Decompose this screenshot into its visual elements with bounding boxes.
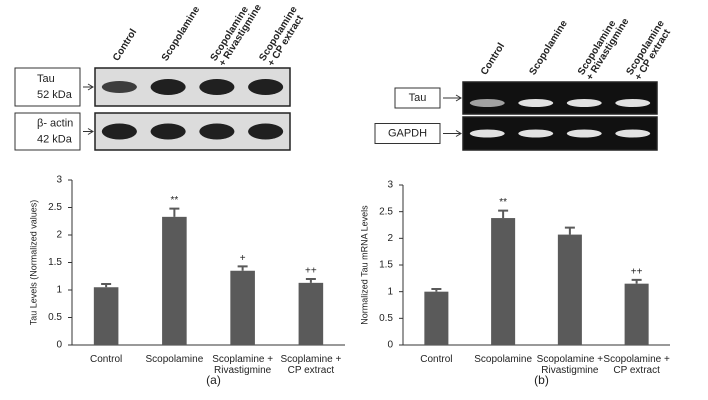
arrow [443, 130, 462, 137]
x-tick-label: Control [420, 354, 452, 365]
bar [93, 287, 119, 345]
y-tick-label: 2 [387, 233, 393, 244]
arrow [83, 83, 94, 91]
band-name: Tau [37, 73, 55, 85]
error-bar [305, 278, 316, 283]
y-tick-label: 0.5 [379, 313, 393, 324]
blot-band [150, 79, 186, 95]
label-box [374, 123, 441, 144]
lane-label: Scopolamine+ Rivastigmine [576, 11, 632, 83]
significance-marker: ++ [305, 266, 317, 277]
bar [230, 270, 255, 345]
blot-band [248, 79, 284, 95]
lane-label: Control [479, 41, 507, 77]
y-tick-label: 2.5 [379, 206, 393, 217]
blot-band [199, 123, 235, 140]
band-name: β- actin [37, 117, 73, 129]
x-tick-label: Control [90, 354, 122, 365]
bar [557, 234, 582, 345]
blot-band [566, 129, 602, 138]
blot-band [518, 129, 554, 138]
band-size: 42 kDa [37, 133, 73, 145]
bar [298, 282, 324, 345]
y-tick-label: 1 [56, 285, 62, 296]
x-tick-label: Scopolamine [145, 354, 203, 365]
lane-label: Scopolamine+ CP extract [257, 4, 308, 68]
significance-marker: ** [499, 197, 507, 208]
label-box [394, 87, 441, 109]
lane-label: Scopolamine [527, 18, 570, 77]
blot-band [615, 129, 651, 138]
y-tick-label: 0 [387, 340, 393, 351]
blot-band [199, 79, 235, 95]
bar [491, 218, 516, 345]
x-tick-label: Scopolamine + Rivastigmine [537, 354, 604, 376]
lane-label: Control [111, 27, 139, 63]
error-bar [498, 209, 509, 219]
blot-band [518, 99, 554, 107]
y-tick-label: 0.5 [48, 312, 62, 323]
blot-band [150, 123, 186, 140]
blot-band [248, 123, 284, 140]
y-axis-label: Normalized Tau mRNA Levels [359, 205, 369, 325]
y-tick-label: 0 [56, 340, 62, 351]
lane-label: Scopolamine+ Rivastigmine [208, 0, 264, 68]
lane-label: Scopolamine+ CP extract [624, 18, 675, 82]
bar [162, 216, 187, 345]
panel-label: (a) [206, 373, 221, 387]
error-bar [564, 226, 575, 235]
blot-band [469, 129, 505, 138]
error-bar [237, 265, 248, 271]
blot-band [615, 99, 651, 107]
significance-marker: + [240, 253, 246, 264]
lane-label: Scopolamine [160, 4, 203, 63]
y-tick-label: 1.5 [48, 257, 62, 268]
arrow [83, 128, 94, 135]
blot-strip [462, 81, 658, 115]
band-name: GAPDH [388, 127, 427, 139]
y-tick-label: 1.5 [379, 260, 393, 271]
significance-marker: ++ [631, 267, 643, 278]
y-tick-label: 2.5 [48, 202, 62, 213]
x-tick-label: Scopolamine + CP extract [603, 354, 670, 376]
x-tick-label: Scoplamine + CP extract [280, 354, 341, 376]
band-name: Tau [409, 92, 427, 104]
error-bar [431, 288, 442, 292]
blot-band [101, 123, 137, 140]
y-axis-label: Tau Levels (Normalized values) [28, 200, 38, 326]
bar [424, 291, 449, 345]
blot-band [101, 81, 137, 93]
y-tick-label: 2 [56, 230, 62, 241]
error-bar [101, 282, 112, 288]
panel-label: (b) [534, 373, 549, 387]
x-tick-label: Scopolamine [474, 354, 532, 365]
y-tick-label: 3 [387, 180, 393, 191]
y-tick-label: 3 [56, 175, 62, 186]
band-size: 52 kDa [37, 89, 73, 101]
blot-band [469, 99, 505, 107]
arrow [443, 94, 462, 102]
y-tick-label: 1 [387, 286, 393, 297]
blot-band [566, 99, 602, 107]
label-box [14, 67, 81, 107]
label-box [14, 112, 81, 151]
x-tick-label: Scoplamine + Rivastigmine [212, 354, 273, 376]
error-bar [169, 207, 180, 217]
significance-marker: ** [170, 195, 178, 206]
error-bar [631, 278, 642, 284]
bar [624, 283, 649, 345]
